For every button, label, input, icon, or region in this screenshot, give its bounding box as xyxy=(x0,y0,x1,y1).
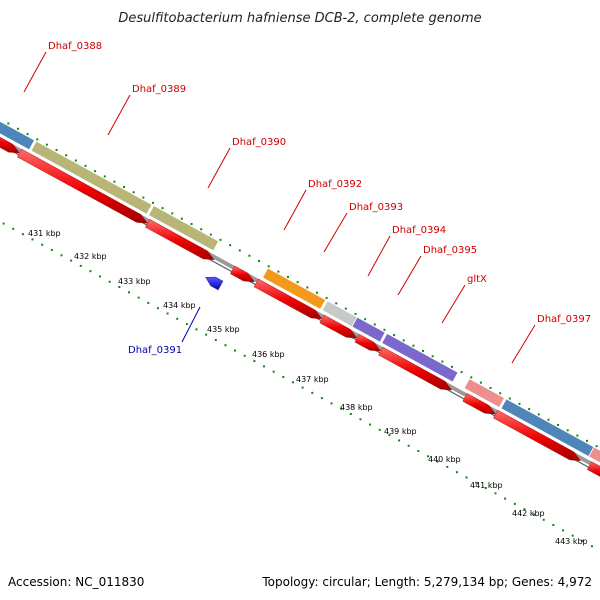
gene-leader-line xyxy=(181,306,201,343)
gene-label: Dhaf_0397 xyxy=(537,314,591,325)
gene-label: Dhaf_0388 xyxy=(48,41,102,52)
gene-leader-line xyxy=(23,51,47,93)
tick-label: 439 kbp xyxy=(384,427,417,436)
gene-arrow xyxy=(493,409,582,461)
gene-arrow xyxy=(319,314,358,339)
gene-leader-line xyxy=(367,235,391,277)
gene-leader-line xyxy=(107,94,131,136)
tick-label: 433 kbp xyxy=(118,277,151,286)
genome-summary-label: Topology: circular; Length: 5,279,134 bp… xyxy=(261,575,592,589)
gene-label: Dhaf_0393 xyxy=(349,202,403,213)
gene-arrow xyxy=(253,278,323,320)
gene-leader-line xyxy=(441,284,466,324)
cog-bar xyxy=(30,140,153,215)
gene-leader-line xyxy=(511,324,536,364)
tick-label: 441 kbp xyxy=(470,481,503,490)
gene-leader-line xyxy=(323,212,348,253)
tick-label: 432 kbp xyxy=(74,252,107,261)
cog-bar xyxy=(261,267,327,310)
tick-label: 443 kbp xyxy=(555,537,588,546)
gene-arrow xyxy=(378,346,453,391)
gene-arrow xyxy=(354,333,382,352)
gene-arrow-track xyxy=(0,136,600,477)
gene-label: gltX xyxy=(467,274,487,285)
accession-label: Accession: NC_011830 xyxy=(8,575,144,589)
gene-arrow-reverse xyxy=(205,276,224,291)
gene-arrow xyxy=(462,393,497,415)
gene-arrow xyxy=(145,219,215,261)
cog-bar xyxy=(588,446,600,464)
tick-label: 431 kbp xyxy=(28,229,61,238)
tick-label: 442 kbp xyxy=(512,509,545,518)
gene-label: Dhaf_0390 xyxy=(232,137,286,148)
gene-arrow xyxy=(17,148,148,224)
gene-label: Dhaf_0394 xyxy=(392,225,446,236)
gene-label: Dhaf_0392 xyxy=(308,179,362,190)
gene-label: Dhaf_0391 xyxy=(128,345,182,356)
outer-dotted-track xyxy=(7,122,598,448)
tick-label: 435 kbp xyxy=(207,325,240,334)
gene-label: Dhaf_0395 xyxy=(423,245,477,256)
gene-leader-line xyxy=(397,255,422,296)
tick-label: 440 kbp xyxy=(428,455,461,464)
tick-label: 438 kbp xyxy=(340,403,373,412)
gene-label-layer: Dhaf_0388 Dhaf_0389 Dhaf_0390 Dhaf_0391 Dhaf… xyxy=(23,41,591,364)
tick-label: 437 kbp xyxy=(296,375,329,384)
gene-leader-line xyxy=(283,189,307,231)
cog-bar xyxy=(381,332,459,383)
cog-category-track xyxy=(0,120,600,464)
tick-label: 436 kbp xyxy=(252,350,285,359)
gene-arrow xyxy=(586,461,600,477)
cog-bar xyxy=(147,205,220,252)
gene-arrow xyxy=(230,265,255,283)
tick-label: 434 kbp xyxy=(163,301,196,310)
tick-dotted-track xyxy=(2,222,593,548)
gene-label: Dhaf_0389 xyxy=(132,84,186,95)
tick-label-layer: 431 kbp 432 kbp 433 kbp 434 kbp 435 kbp 436 k… xyxy=(28,229,588,546)
gene-leader-line xyxy=(207,147,231,189)
map-title: Desulfitobacterium hafniense DCB-2, comp… xyxy=(118,11,481,26)
cog-bar xyxy=(463,378,506,409)
cog-bar xyxy=(0,120,36,151)
gene-arrow xyxy=(0,136,20,154)
cog-bar xyxy=(351,316,386,343)
